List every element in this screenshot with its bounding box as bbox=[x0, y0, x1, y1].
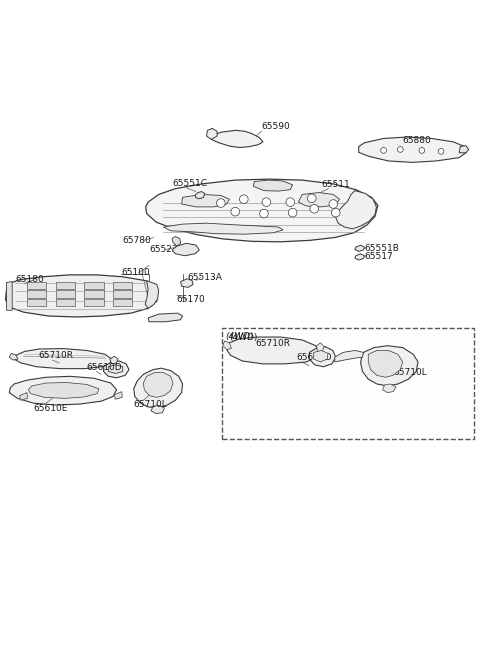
Polygon shape bbox=[355, 253, 364, 260]
Circle shape bbox=[329, 200, 337, 208]
Polygon shape bbox=[148, 313, 182, 322]
Polygon shape bbox=[172, 243, 199, 255]
Text: 65517: 65517 bbox=[364, 252, 393, 261]
Polygon shape bbox=[172, 236, 180, 246]
Polygon shape bbox=[253, 180, 293, 191]
Polygon shape bbox=[314, 350, 328, 362]
Bar bbox=[113, 290, 132, 298]
Polygon shape bbox=[211, 130, 263, 147]
Polygon shape bbox=[180, 278, 193, 288]
Polygon shape bbox=[335, 350, 363, 362]
Bar bbox=[84, 282, 104, 290]
Text: 65610E: 65610E bbox=[33, 404, 68, 413]
Polygon shape bbox=[195, 191, 204, 198]
Polygon shape bbox=[299, 193, 339, 207]
Bar bbox=[84, 299, 104, 307]
Text: 65590: 65590 bbox=[262, 122, 290, 131]
Polygon shape bbox=[9, 353, 18, 360]
Polygon shape bbox=[359, 137, 466, 162]
Text: 65180: 65180 bbox=[15, 275, 44, 284]
Polygon shape bbox=[5, 275, 157, 317]
Polygon shape bbox=[163, 223, 283, 234]
Polygon shape bbox=[145, 280, 158, 309]
Circle shape bbox=[260, 210, 268, 218]
Text: 65780: 65780 bbox=[123, 236, 152, 245]
Polygon shape bbox=[9, 377, 117, 405]
Polygon shape bbox=[6, 282, 12, 310]
Text: 65610D: 65610D bbox=[297, 353, 332, 362]
Polygon shape bbox=[115, 392, 122, 400]
Polygon shape bbox=[134, 368, 182, 408]
Polygon shape bbox=[355, 245, 364, 252]
Bar bbox=[56, 290, 75, 298]
Bar bbox=[27, 290, 46, 298]
Circle shape bbox=[310, 204, 319, 213]
Polygon shape bbox=[144, 373, 173, 398]
Polygon shape bbox=[223, 341, 231, 350]
Text: 65513A: 65513A bbox=[187, 273, 222, 282]
Circle shape bbox=[438, 149, 444, 154]
Polygon shape bbox=[104, 361, 129, 378]
Polygon shape bbox=[110, 356, 118, 364]
Text: 65523B: 65523B bbox=[149, 246, 184, 254]
Polygon shape bbox=[28, 383, 99, 398]
FancyBboxPatch shape bbox=[222, 328, 474, 439]
Bar bbox=[113, 299, 132, 307]
Circle shape bbox=[288, 208, 297, 217]
Polygon shape bbox=[108, 365, 123, 373]
Polygon shape bbox=[383, 384, 396, 392]
Text: (4WD): (4WD) bbox=[229, 333, 258, 343]
Polygon shape bbox=[368, 350, 403, 377]
Circle shape bbox=[331, 208, 340, 217]
Circle shape bbox=[231, 208, 240, 216]
Bar bbox=[56, 299, 75, 307]
Bar bbox=[56, 282, 75, 290]
Circle shape bbox=[286, 198, 295, 206]
Circle shape bbox=[308, 194, 316, 202]
Polygon shape bbox=[151, 405, 164, 414]
Polygon shape bbox=[459, 145, 469, 153]
Circle shape bbox=[262, 198, 271, 206]
Polygon shape bbox=[146, 179, 378, 242]
Text: 65710R: 65710R bbox=[38, 351, 73, 360]
Text: 65170: 65170 bbox=[177, 295, 205, 304]
Circle shape bbox=[397, 147, 403, 153]
Text: 65551C: 65551C bbox=[172, 179, 207, 188]
Bar bbox=[113, 282, 132, 290]
Circle shape bbox=[419, 147, 425, 153]
Polygon shape bbox=[181, 195, 229, 207]
Text: 65710L: 65710L bbox=[134, 400, 168, 409]
Polygon shape bbox=[360, 346, 418, 386]
Circle shape bbox=[240, 195, 248, 204]
Circle shape bbox=[216, 198, 225, 208]
Polygon shape bbox=[20, 392, 27, 400]
Text: 65551B: 65551B bbox=[364, 244, 399, 253]
Text: 65710L: 65710L bbox=[393, 368, 427, 377]
Bar bbox=[27, 282, 46, 290]
Text: (4WD): (4WD) bbox=[226, 332, 254, 341]
Polygon shape bbox=[336, 191, 376, 229]
Polygon shape bbox=[227, 337, 319, 364]
Text: 65511: 65511 bbox=[322, 179, 350, 189]
Bar bbox=[27, 299, 46, 307]
Text: 65610D: 65610D bbox=[87, 362, 122, 371]
Polygon shape bbox=[317, 343, 324, 352]
Text: 65880: 65880 bbox=[403, 136, 432, 145]
Bar bbox=[84, 290, 104, 298]
Polygon shape bbox=[310, 346, 336, 367]
Circle shape bbox=[381, 147, 386, 153]
Text: 65100: 65100 bbox=[121, 268, 150, 277]
Polygon shape bbox=[206, 128, 217, 140]
Polygon shape bbox=[14, 348, 112, 369]
Text: 65710R: 65710R bbox=[255, 339, 290, 348]
